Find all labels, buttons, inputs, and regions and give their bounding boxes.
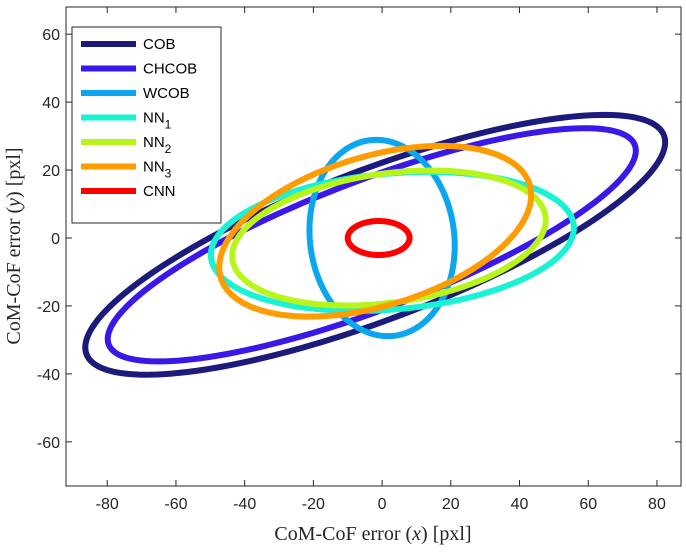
legend-label-cnn: CNN xyxy=(143,183,176,200)
series-layer xyxy=(82,111,669,378)
series-ellipse-nn2 xyxy=(229,167,549,309)
x-tick-label: 0 xyxy=(378,496,387,513)
y-tick-label: 0 xyxy=(51,231,60,248)
y-tick-label: -20 xyxy=(37,299,60,316)
ticks-layer: -80 -60 -40 -20 0 20 40 60 80 -60 -40 -20 0 20 40 60 xyxy=(37,7,681,513)
y-tick-label: 40 xyxy=(42,95,60,112)
legend-label-nn1: NN1 xyxy=(143,110,172,132)
x-tick-label: 40 xyxy=(511,496,529,513)
legend-label-nn3: NN3 xyxy=(143,159,172,181)
x-tick-label: 80 xyxy=(648,496,666,513)
x-tick-label: -40 xyxy=(233,496,256,513)
x-tick-label: 20 xyxy=(442,496,460,513)
series-ellipse-nn3 xyxy=(216,142,535,320)
series-ellipse-chcob xyxy=(104,125,639,365)
y-tick-label: 20 xyxy=(42,163,60,180)
x-tick-label: -20 xyxy=(302,496,325,513)
y-axis-label: CoM-CoF error (y) [pxl] xyxy=(3,147,25,344)
series-ellipse-cnn xyxy=(344,218,413,258)
y-tick-label: -40 xyxy=(37,367,60,384)
series-ellipse-wcob xyxy=(306,136,458,340)
legend-label-wcob: WCOB xyxy=(143,85,190,102)
x-axis-label: CoM-CoF error (x) [pxl] xyxy=(274,523,471,545)
legend-label-chcob: CHCOB xyxy=(143,61,197,78)
plot-frame xyxy=(65,6,682,487)
y-tick-label: 60 xyxy=(42,27,60,44)
x-tick-label: -60 xyxy=(164,496,187,513)
x-tick-label: 60 xyxy=(579,496,597,513)
y-tick-label: -60 xyxy=(37,435,60,452)
legend-label-nn2: NN2 xyxy=(143,134,172,156)
series-ellipse-cob xyxy=(82,111,669,378)
legend-label-cob: COB xyxy=(143,36,176,53)
x-tick-label: -80 xyxy=(96,496,119,513)
